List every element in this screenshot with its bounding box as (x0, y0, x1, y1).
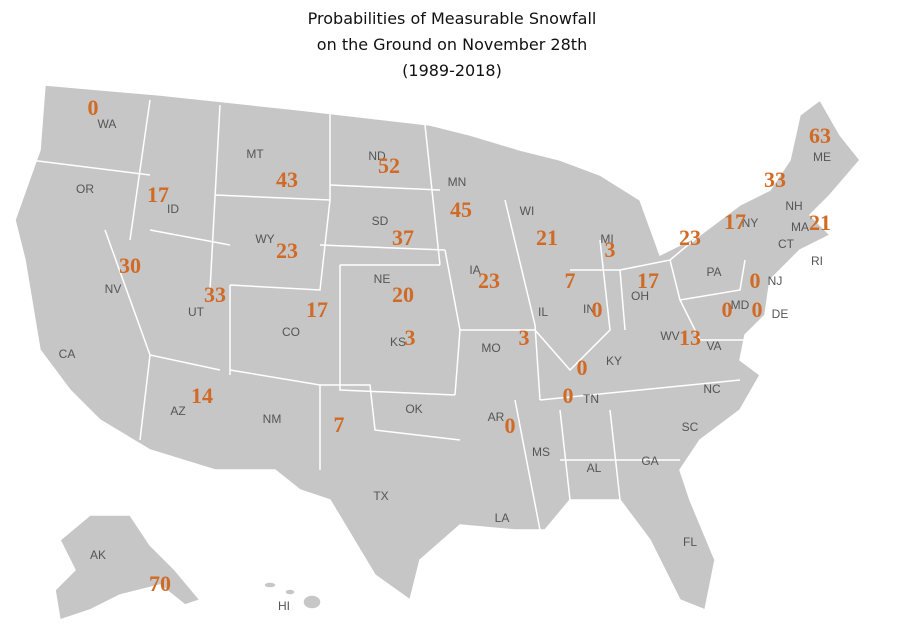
hawaii (263, 581, 277, 589)
title-line: (1989-2018) (402, 61, 502, 80)
state-label: CT (778, 237, 795, 251)
snow-probability: 23 (276, 238, 298, 263)
snow-probability: 17 (147, 182, 169, 207)
state-label: MT (246, 147, 264, 161)
snow-probability: 0 (505, 413, 516, 438)
state-label: OR (76, 182, 94, 196)
state-label: WY (255, 232, 274, 246)
snow-probability: 63 (809, 123, 831, 148)
snow-probability: 33 (204, 282, 226, 307)
title-line: on the Ground on November 28th (317, 35, 587, 54)
state-label: TN (583, 392, 599, 406)
state-label: AR (488, 410, 505, 424)
state-label: KY (606, 354, 622, 368)
snow-probability: 37 (392, 225, 414, 250)
state-label: HI (278, 599, 290, 613)
snow-probability: 33 (764, 167, 786, 192)
state-label: OH (631, 289, 649, 303)
state-label: NY (742, 216, 759, 230)
state-label: CA (59, 347, 76, 361)
hawaii (302, 594, 322, 610)
state-label: WA (98, 117, 117, 131)
snow-probability: 3 (519, 325, 530, 350)
state-label: SD (372, 214, 389, 228)
snow-probability: 7 (565, 268, 576, 293)
snow-probability: 14 (191, 383, 213, 408)
snow-probability: 3 (405, 325, 416, 350)
state-label: AL (587, 461, 602, 475)
contiguous-us (14, 84, 861, 612)
state-label: FL (683, 535, 697, 549)
snow-probability: 0 (88, 95, 99, 120)
state-label: NH (785, 199, 802, 213)
snow-probability: 7 (334, 412, 345, 437)
snow-probability: 0 (752, 297, 763, 322)
state-label: GA (641, 454, 658, 468)
state-label: WI (520, 204, 535, 218)
snow-probability: 3 (605, 237, 616, 262)
state-borders (29, 99, 760, 531)
state-label: TX (373, 489, 388, 503)
state-label: OK (405, 402, 422, 416)
snow-probability: 21 (536, 225, 558, 250)
snow-probability: 20 (392, 282, 414, 307)
snow-probability: 0 (577, 355, 588, 380)
snow-probability: 21 (809, 210, 831, 235)
state-label: IA (469, 263, 480, 277)
snow-probability: 17 (306, 297, 328, 322)
state-label: ME (813, 150, 831, 164)
state-label: MO (481, 341, 500, 355)
state-label: IN (583, 302, 595, 316)
snow-probability: 45 (450, 197, 472, 222)
snow-probability: 0 (592, 297, 603, 322)
snow-probability: 0 (722, 297, 733, 322)
snow-probability: 0 (563, 383, 574, 408)
state-label: NC (703, 382, 721, 396)
state-label: WV (660, 329, 679, 343)
state-label: CO (282, 325, 300, 339)
snow-probability: 70 (149, 571, 171, 596)
state-label: SC (682, 420, 699, 434)
snow-probability: 0 (750, 268, 761, 293)
snow-probability: 43 (276, 167, 298, 192)
state-label: NE (374, 272, 391, 286)
state-label: ID (167, 202, 179, 216)
snow-probability: 30 (119, 253, 141, 278)
state-label: MA (791, 220, 809, 234)
state-label: MD (731, 298, 750, 312)
state-label: AZ (170, 404, 185, 418)
state-label: NJ (768, 274, 783, 288)
state-label: UT (188, 305, 205, 319)
state-label: ND (368, 149, 386, 163)
state-label: AK (90, 548, 106, 562)
state-label: VA (706, 339, 721, 353)
state-label: MN (448, 175, 467, 189)
alaska (54, 514, 202, 621)
state-label: RI (811, 254, 823, 268)
state-label: MI (600, 232, 613, 246)
state-label: KS (390, 335, 406, 349)
snow-probability: 23 (679, 225, 701, 250)
snow-probability: 23 (478, 268, 500, 293)
state-label: LA (495, 511, 510, 525)
state-label: NM (263, 412, 282, 426)
state-label: IL (538, 305, 548, 319)
snow-probability: 17 (724, 209, 746, 234)
title-line: Probabilities of Measurable Snowfall (308, 9, 597, 28)
state-label: NV (105, 282, 122, 296)
snow-probability: 52 (378, 153, 400, 178)
snow-probability: 13 (679, 325, 701, 350)
state-label: DE (772, 307, 789, 321)
state-label: MS (532, 445, 550, 459)
state-label: PA (706, 265, 721, 279)
snow-probability: 17 (637, 268, 659, 293)
hawaii (284, 588, 296, 596)
